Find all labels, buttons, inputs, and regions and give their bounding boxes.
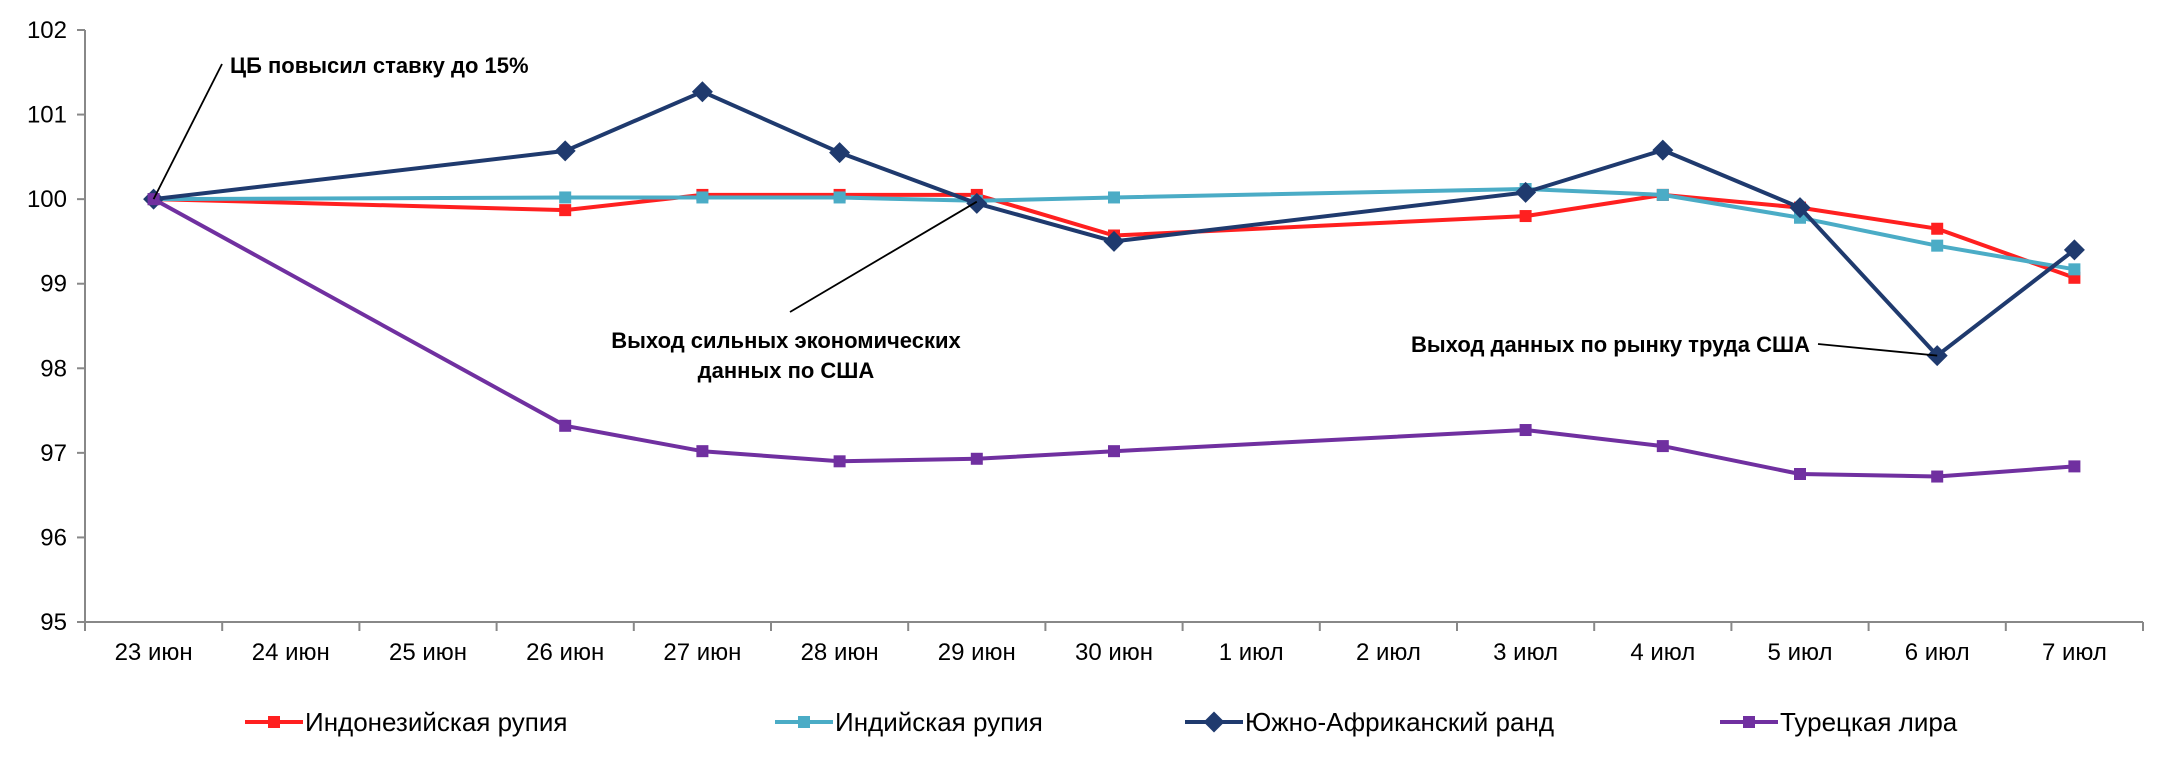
x-tick-label: 28 июн [801,639,879,666]
x-tick-label: 26 июн [526,639,604,666]
data-point [1108,191,1120,204]
data-point [1656,188,1669,201]
x-tick-label: 24 июн [252,639,330,666]
annotation-leader-line [1817,343,1938,357]
data-point [1656,440,1669,453]
series-layer [143,81,2085,483]
legend-label: Индийская рупия [835,707,1043,737]
data-point [559,191,572,204]
legend-marker [1743,716,1755,728]
annotation-text: ЦБ повысил ставку до 15% [230,53,529,78]
data-point [829,142,851,164]
data-point [559,204,572,217]
y-tick-label: 101 [27,102,67,129]
annotation-3: Выход данных по рынку труда США [1411,332,1938,357]
legend: Индонезийская рупия Индийская рупия Южно-А… [245,707,1958,737]
y-tick-label: 95 [40,609,67,636]
series-line [153,89,2076,358]
legend-label: Индонезийская рупия [305,707,567,737]
annotation-leader-line [152,63,223,200]
data-point [696,445,709,458]
legend-marker [798,716,810,728]
data-point [1794,468,1806,480]
data-point [559,419,572,432]
data-point [1931,222,1944,235]
legend-label: Южно-Африканский ранд [1245,707,1554,737]
data-point [554,140,576,162]
x-tick-label: 3 июл [1493,639,1558,666]
x-tick-label: 29 июн [938,639,1016,666]
x-tick-label: 4 июл [1630,639,1695,666]
series-3 [143,81,2085,367]
data-point [970,452,983,465]
axes: 95 96 97 98 99 100 101 102 23 июн 24 июн 25 июн 26 … [27,17,2144,666]
y-tick-label: 97 [40,440,67,467]
x-tick-label: 5 июл [1768,639,1833,666]
data-point [1519,424,1532,437]
annotation-1: ЦБ повысил ставку до 15% [152,53,529,200]
annotation-2: Выход сильных экономических данных по США [611,200,978,383]
x-tick-label: 1 июл [1219,639,1284,666]
data-point [966,192,988,214]
data-point [696,191,709,204]
data-point [2068,460,2081,473]
annotation-text: данных по США [698,358,875,383]
data-point [1931,470,1944,483]
x-tick-label: 30 июн [1075,639,1153,666]
legend-label: Турецкая лира [1780,707,1958,737]
annotation-text: Выход данных по рынку труда США [1411,332,1810,357]
y-tick-label: 98 [40,355,67,382]
data-point [1519,210,1532,223]
annotations: ЦБ повысил ставку до 15% Выход сильных эк… [152,53,1938,383]
data-point [2068,263,2081,276]
legend-item-4: Турецкая лира [1720,707,1958,737]
data-point [691,81,713,103]
data-point [833,191,846,204]
data-point [1652,139,1674,161]
x-tick-label: 27 июн [663,639,741,666]
legend-item-1: Индонезийская рупия [245,707,567,737]
y-tick-label: 99 [40,271,67,298]
x-tick-label: 25 июн [389,639,467,666]
data-point [2063,239,2085,261]
legend-marker [1203,711,1225,733]
legend-marker [268,716,280,728]
legend-item-2: Индийская рупия [775,707,1043,737]
y-tick-label: 96 [40,524,67,551]
x-tick-label: 23 июн [115,639,193,666]
data-point [1103,230,1125,252]
x-tick-label: 7 июл [2042,639,2107,666]
data-point [1108,445,1120,458]
annotation-text: Выход сильных экономических [611,328,961,353]
data-point [833,455,846,468]
y-tick-label: 102 [27,17,67,44]
data-point [1789,197,1811,219]
data-point [1515,181,1537,203]
data-point [1931,239,1944,252]
y-tick-label: 100 [27,186,67,213]
x-tick-label: 2 июл [1356,639,1421,666]
legend-item-3: Южно-Африканский ранд [1185,707,1554,737]
series-2 [147,182,2081,276]
x-tick-label: 6 июл [1905,639,1970,666]
annotation-leader-line [789,200,978,313]
